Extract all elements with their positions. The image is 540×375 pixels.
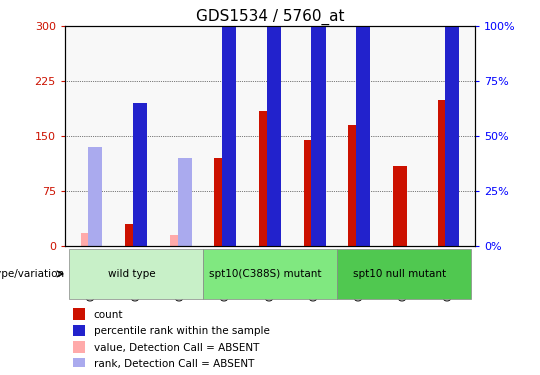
Bar — [89, 147, 103, 246]
Text: value, Detection Call = ABSENT: value, Detection Call = ABSENT — [93, 343, 259, 352]
Bar — [73, 341, 85, 353]
Bar — [170, 236, 184, 246]
FancyBboxPatch shape — [426, 304, 471, 359]
FancyBboxPatch shape — [337, 249, 471, 299]
Bar — [446, 0, 460, 246]
Text: spt10(C388S) mutant: spt10(C388S) mutant — [210, 269, 322, 279]
FancyBboxPatch shape — [114, 304, 158, 359]
FancyBboxPatch shape — [203, 249, 337, 299]
FancyBboxPatch shape — [292, 304, 337, 359]
FancyBboxPatch shape — [337, 304, 382, 359]
Bar — [125, 224, 139, 246]
Text: rank, Detection Call = ABSENT: rank, Detection Call = ABSENT — [93, 359, 254, 369]
Bar — [348, 125, 362, 246]
FancyBboxPatch shape — [248, 304, 292, 359]
FancyBboxPatch shape — [203, 304, 248, 359]
Bar — [133, 103, 147, 246]
Bar — [259, 111, 273, 246]
Text: percentile rank within the sample: percentile rank within the sample — [93, 326, 269, 336]
Text: spt10 null mutant: spt10 null mutant — [353, 269, 446, 279]
FancyBboxPatch shape — [158, 304, 203, 359]
Bar — [222, 0, 237, 246]
FancyBboxPatch shape — [69, 304, 114, 359]
FancyBboxPatch shape — [382, 304, 426, 359]
Bar — [214, 158, 228, 246]
Bar — [312, 0, 326, 246]
Title: GDS1534 / 5760_at: GDS1534 / 5760_at — [195, 9, 345, 25]
Bar — [303, 140, 318, 246]
Bar — [73, 308, 85, 320]
FancyBboxPatch shape — [69, 249, 203, 299]
Text: genotype/variation: genotype/variation — [0, 269, 65, 279]
Bar — [356, 0, 370, 246]
Bar — [178, 158, 192, 246]
Bar — [80, 233, 94, 246]
Text: count: count — [93, 310, 123, 320]
Bar — [73, 325, 85, 336]
Bar — [267, 0, 281, 246]
Bar — [437, 100, 451, 246]
Bar — [393, 166, 407, 246]
Text: wild type: wild type — [108, 269, 156, 279]
Bar — [73, 358, 85, 369]
